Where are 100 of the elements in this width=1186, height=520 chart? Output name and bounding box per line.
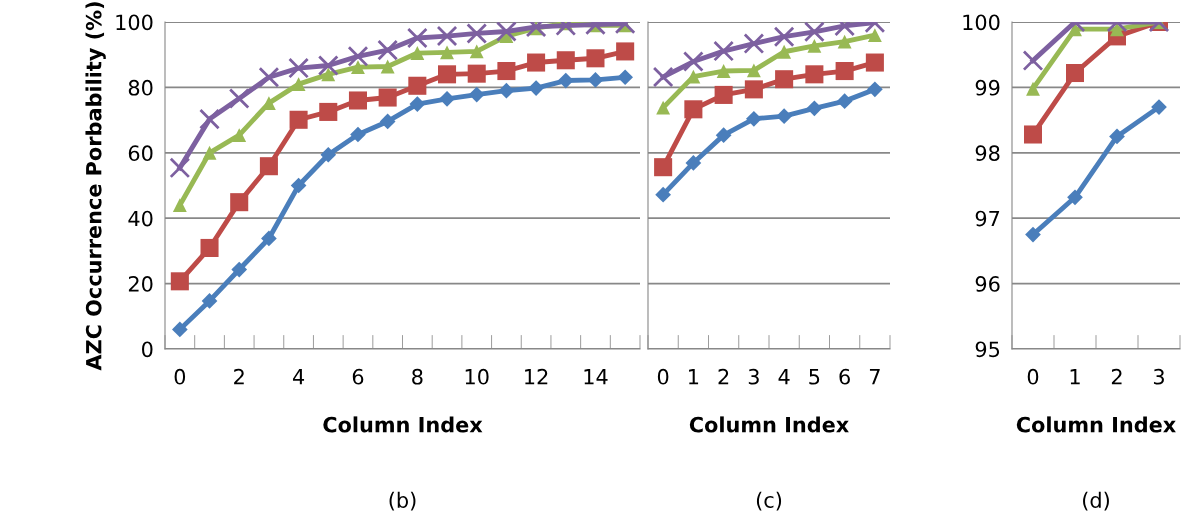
point — [469, 44, 484, 59]
point — [409, 96, 426, 112]
point — [466, 23, 488, 44]
point — [258, 66, 280, 88]
x-tick-label: 4 — [292, 369, 305, 385]
point — [169, 157, 191, 179]
point — [867, 81, 883, 98]
point — [527, 53, 546, 72]
point — [556, 51, 575, 70]
y-axis-title: AZC Occurrence Porbability (%) — [85, 2, 106, 371]
x-axis-title: Column Index — [323, 416, 483, 433]
point — [319, 102, 338, 121]
point — [380, 59, 395, 74]
point — [288, 57, 310, 79]
x-tick-label: 12 — [525, 368, 548, 385]
point — [865, 53, 884, 72]
point — [716, 64, 731, 78]
point — [172, 198, 187, 213]
point — [652, 66, 674, 88]
x-tick-label: 6 — [839, 368, 850, 385]
point — [231, 261, 248, 278]
x-tick-label: 2 — [234, 368, 244, 385]
point — [682, 51, 704, 72]
x-tick-label: 1 — [689, 369, 699, 385]
x-tick-label: 2 — [1111, 368, 1122, 385]
y-tick-label: 80 — [128, 79, 153, 96]
point — [495, 22, 517, 42]
point — [1023, 125, 1043, 144]
point — [290, 177, 307, 194]
point — [498, 82, 515, 99]
point — [656, 100, 671, 115]
point — [171, 321, 188, 338]
point — [230, 193, 249, 212]
y-tick-label: 99 — [975, 79, 1000, 96]
point — [616, 42, 635, 61]
point — [289, 110, 308, 129]
x-tick-label: 2 — [718, 368, 729, 385]
point — [867, 28, 882, 43]
point — [1151, 99, 1167, 115]
text: (d) — [1083, 491, 1109, 511]
point — [806, 100, 823, 117]
point — [773, 26, 795, 48]
y-tick-label: 96 — [975, 276, 1000, 292]
point — [743, 33, 765, 54]
point — [439, 90, 455, 107]
point — [1109, 128, 1125, 145]
point — [746, 63, 761, 78]
x-tick-label: 3 — [1153, 368, 1164, 385]
x-tick-label: 4 — [778, 369, 790, 385]
x-axis-title: Column Index — [1016, 416, 1176, 433]
y-tick-label: 40 — [128, 210, 153, 227]
point — [348, 91, 367, 110]
y-tick-label: 97 — [975, 210, 1000, 227]
x-tick-label: 1 — [1070, 369, 1080, 385]
point — [232, 128, 247, 143]
point — [261, 230, 277, 247]
point — [714, 85, 733, 104]
point — [557, 72, 574, 89]
point — [803, 22, 825, 43]
point — [777, 44, 792, 59]
point — [775, 70, 794, 89]
point — [617, 69, 634, 86]
point — [836, 93, 853, 109]
x-tick-label: 14 — [584, 369, 608, 385]
point — [351, 60, 365, 75]
point — [379, 113, 396, 130]
point — [410, 46, 425, 61]
point — [1026, 81, 1040, 96]
x-tick-label: 8 — [412, 368, 423, 385]
x-axis-title: Column Index — [689, 416, 849, 433]
point — [200, 238, 219, 257]
x-tick-label: 3 — [748, 368, 759, 385]
point — [1068, 22, 1082, 37]
point — [468, 86, 485, 103]
point — [837, 34, 852, 49]
y-tick-label: 60 — [128, 145, 153, 162]
point — [170, 272, 189, 291]
point — [317, 55, 339, 76]
text: (c) — [756, 491, 782, 511]
y-tick-label: 98 — [975, 145, 1000, 162]
point — [497, 62, 516, 81]
point — [347, 45, 369, 67]
point — [291, 77, 306, 92]
x-tick-label: 6 — [352, 368, 364, 385]
point — [438, 65, 457, 84]
x-tick-label: 5 — [809, 369, 820, 385]
point — [586, 49, 605, 68]
point — [835, 62, 854, 81]
x-tick-label: 7 — [869, 369, 880, 385]
point — [377, 39, 399, 61]
text: (b) — [389, 491, 416, 511]
x-tick-label: 0 — [657, 368, 669, 385]
point — [685, 155, 702, 171]
point — [684, 100, 703, 119]
point — [350, 126, 366, 143]
point — [467, 64, 486, 83]
point — [1110, 22, 1124, 37]
point — [199, 108, 220, 130]
point — [228, 88, 250, 109]
point — [440, 45, 454, 60]
